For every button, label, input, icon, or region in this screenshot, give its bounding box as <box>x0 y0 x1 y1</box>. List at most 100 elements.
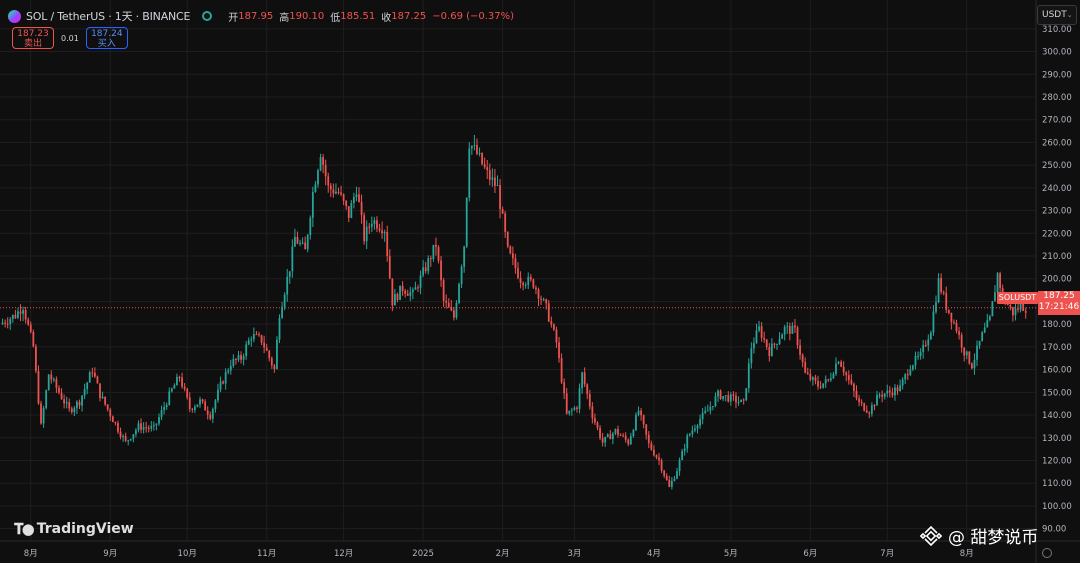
x-tick-label: 2月 <box>496 549 510 559</box>
y-tick-label: 250.00 <box>1042 161 1072 171</box>
candle-body <box>311 191 314 218</box>
time-axis: 8月 9月 10月 11月 12月 2025 2月 3月 4月 5月 6月 7月 8月 <box>24 549 974 559</box>
candle-body <box>732 394 735 396</box>
candle-body <box>888 390 891 393</box>
candle-body <box>388 256 391 279</box>
candle-body <box>337 191 340 193</box>
candle-body <box>463 246 466 267</box>
buy-price: 187.24 <box>91 29 123 39</box>
candle-body <box>47 374 50 391</box>
sell-button[interactable]: 187.23 卖出 <box>12 27 54 49</box>
candle-body <box>783 326 786 335</box>
gear-icon[interactable] <box>1042 548 1052 558</box>
candle-body <box>524 284 527 286</box>
candle-body <box>209 414 212 419</box>
candle-body <box>342 194 345 201</box>
candle-body <box>137 423 140 431</box>
candle-body <box>188 397 191 409</box>
candle-body <box>753 343 755 349</box>
candle-body <box>247 340 250 345</box>
y-tick-label: 240.00 <box>1042 184 1072 194</box>
candle-body <box>468 148 471 198</box>
candle-body <box>424 267 427 272</box>
candle-body <box>499 185 501 210</box>
market-status-icon[interactable] <box>202 11 213 21</box>
close-label: 收 <box>381 12 392 24</box>
tradingview-icon: 𝐓● <box>14 520 35 538</box>
candle-body <box>824 379 827 384</box>
candle-body <box>81 395 83 406</box>
candle-body <box>881 394 884 397</box>
candle-body <box>406 293 409 296</box>
candle-body <box>894 387 896 396</box>
candle-body <box>519 277 522 283</box>
candle-body <box>352 196 355 204</box>
y-tick-label: 210.00 <box>1042 252 1072 262</box>
candle-body <box>981 332 984 342</box>
candle-body <box>370 223 373 227</box>
candle-body <box>604 436 607 443</box>
candle-body <box>899 385 901 392</box>
candle-body <box>681 451 684 461</box>
candle-body <box>924 344 927 346</box>
y-tick-label: 130.00 <box>1042 434 1072 444</box>
candle-body <box>45 390 48 409</box>
candle-body <box>301 242 304 244</box>
candle-body <box>586 384 589 395</box>
candle-body <box>32 331 35 347</box>
candle-body <box>470 146 473 149</box>
candle-body <box>555 329 558 343</box>
candle-body <box>827 379 830 381</box>
candle-body <box>224 372 227 384</box>
candle-body <box>550 321 553 325</box>
candle-body <box>578 388 581 409</box>
candle-body <box>999 273 1001 289</box>
candle-body <box>624 435 627 440</box>
candle-body <box>255 334 258 336</box>
candle-body <box>481 152 483 165</box>
candle-body <box>583 372 586 385</box>
candle-body <box>196 404 199 407</box>
buy-button[interactable]: 187.24 买入 <box>85 27 128 49</box>
open-value: 187.95 <box>238 10 274 22</box>
candle-body <box>373 220 376 224</box>
candle-body <box>1012 307 1014 316</box>
candle-body <box>973 359 976 369</box>
candle-body <box>55 379 58 388</box>
candle-body <box>812 377 814 380</box>
candle-body <box>706 410 709 412</box>
candle-body <box>35 346 37 371</box>
candle-body <box>850 380 853 384</box>
candle-body <box>37 370 40 404</box>
symbol-title[interactable]: SOL / TetherUS · 1天 · BINANCE <box>26 10 191 23</box>
candle-body <box>409 292 412 296</box>
candle-body <box>401 285 404 291</box>
candle-body <box>606 434 609 437</box>
candle-body <box>127 440 130 442</box>
candle-body <box>411 289 414 293</box>
candle-body <box>1001 288 1004 295</box>
candle-body <box>568 410 571 414</box>
candle-body <box>40 403 42 424</box>
candle-body <box>640 410 642 416</box>
candle-body <box>170 388 173 392</box>
candle-body <box>991 301 994 317</box>
currency-select[interactable]: USDT ⌄ <box>1037 5 1077 25</box>
candle-body <box>91 372 94 374</box>
tradingview-logo[interactable]: 𝐓● TradingView <box>14 520 134 538</box>
candle-body <box>704 410 707 413</box>
x-tick-label: 6月 <box>803 549 817 559</box>
candle-body <box>912 365 914 370</box>
candle-body <box>717 390 719 397</box>
candle-body <box>429 258 432 260</box>
candle-body <box>504 213 507 233</box>
candle-body <box>686 435 689 449</box>
candle-body <box>155 423 158 425</box>
candle-body <box>968 351 971 364</box>
candle-body <box>252 334 255 340</box>
candle-body <box>501 209 504 214</box>
y-tick-label: 110.00 <box>1042 479 1072 489</box>
x-tick-label: 7月 <box>880 549 894 559</box>
candle-body <box>1009 304 1012 308</box>
